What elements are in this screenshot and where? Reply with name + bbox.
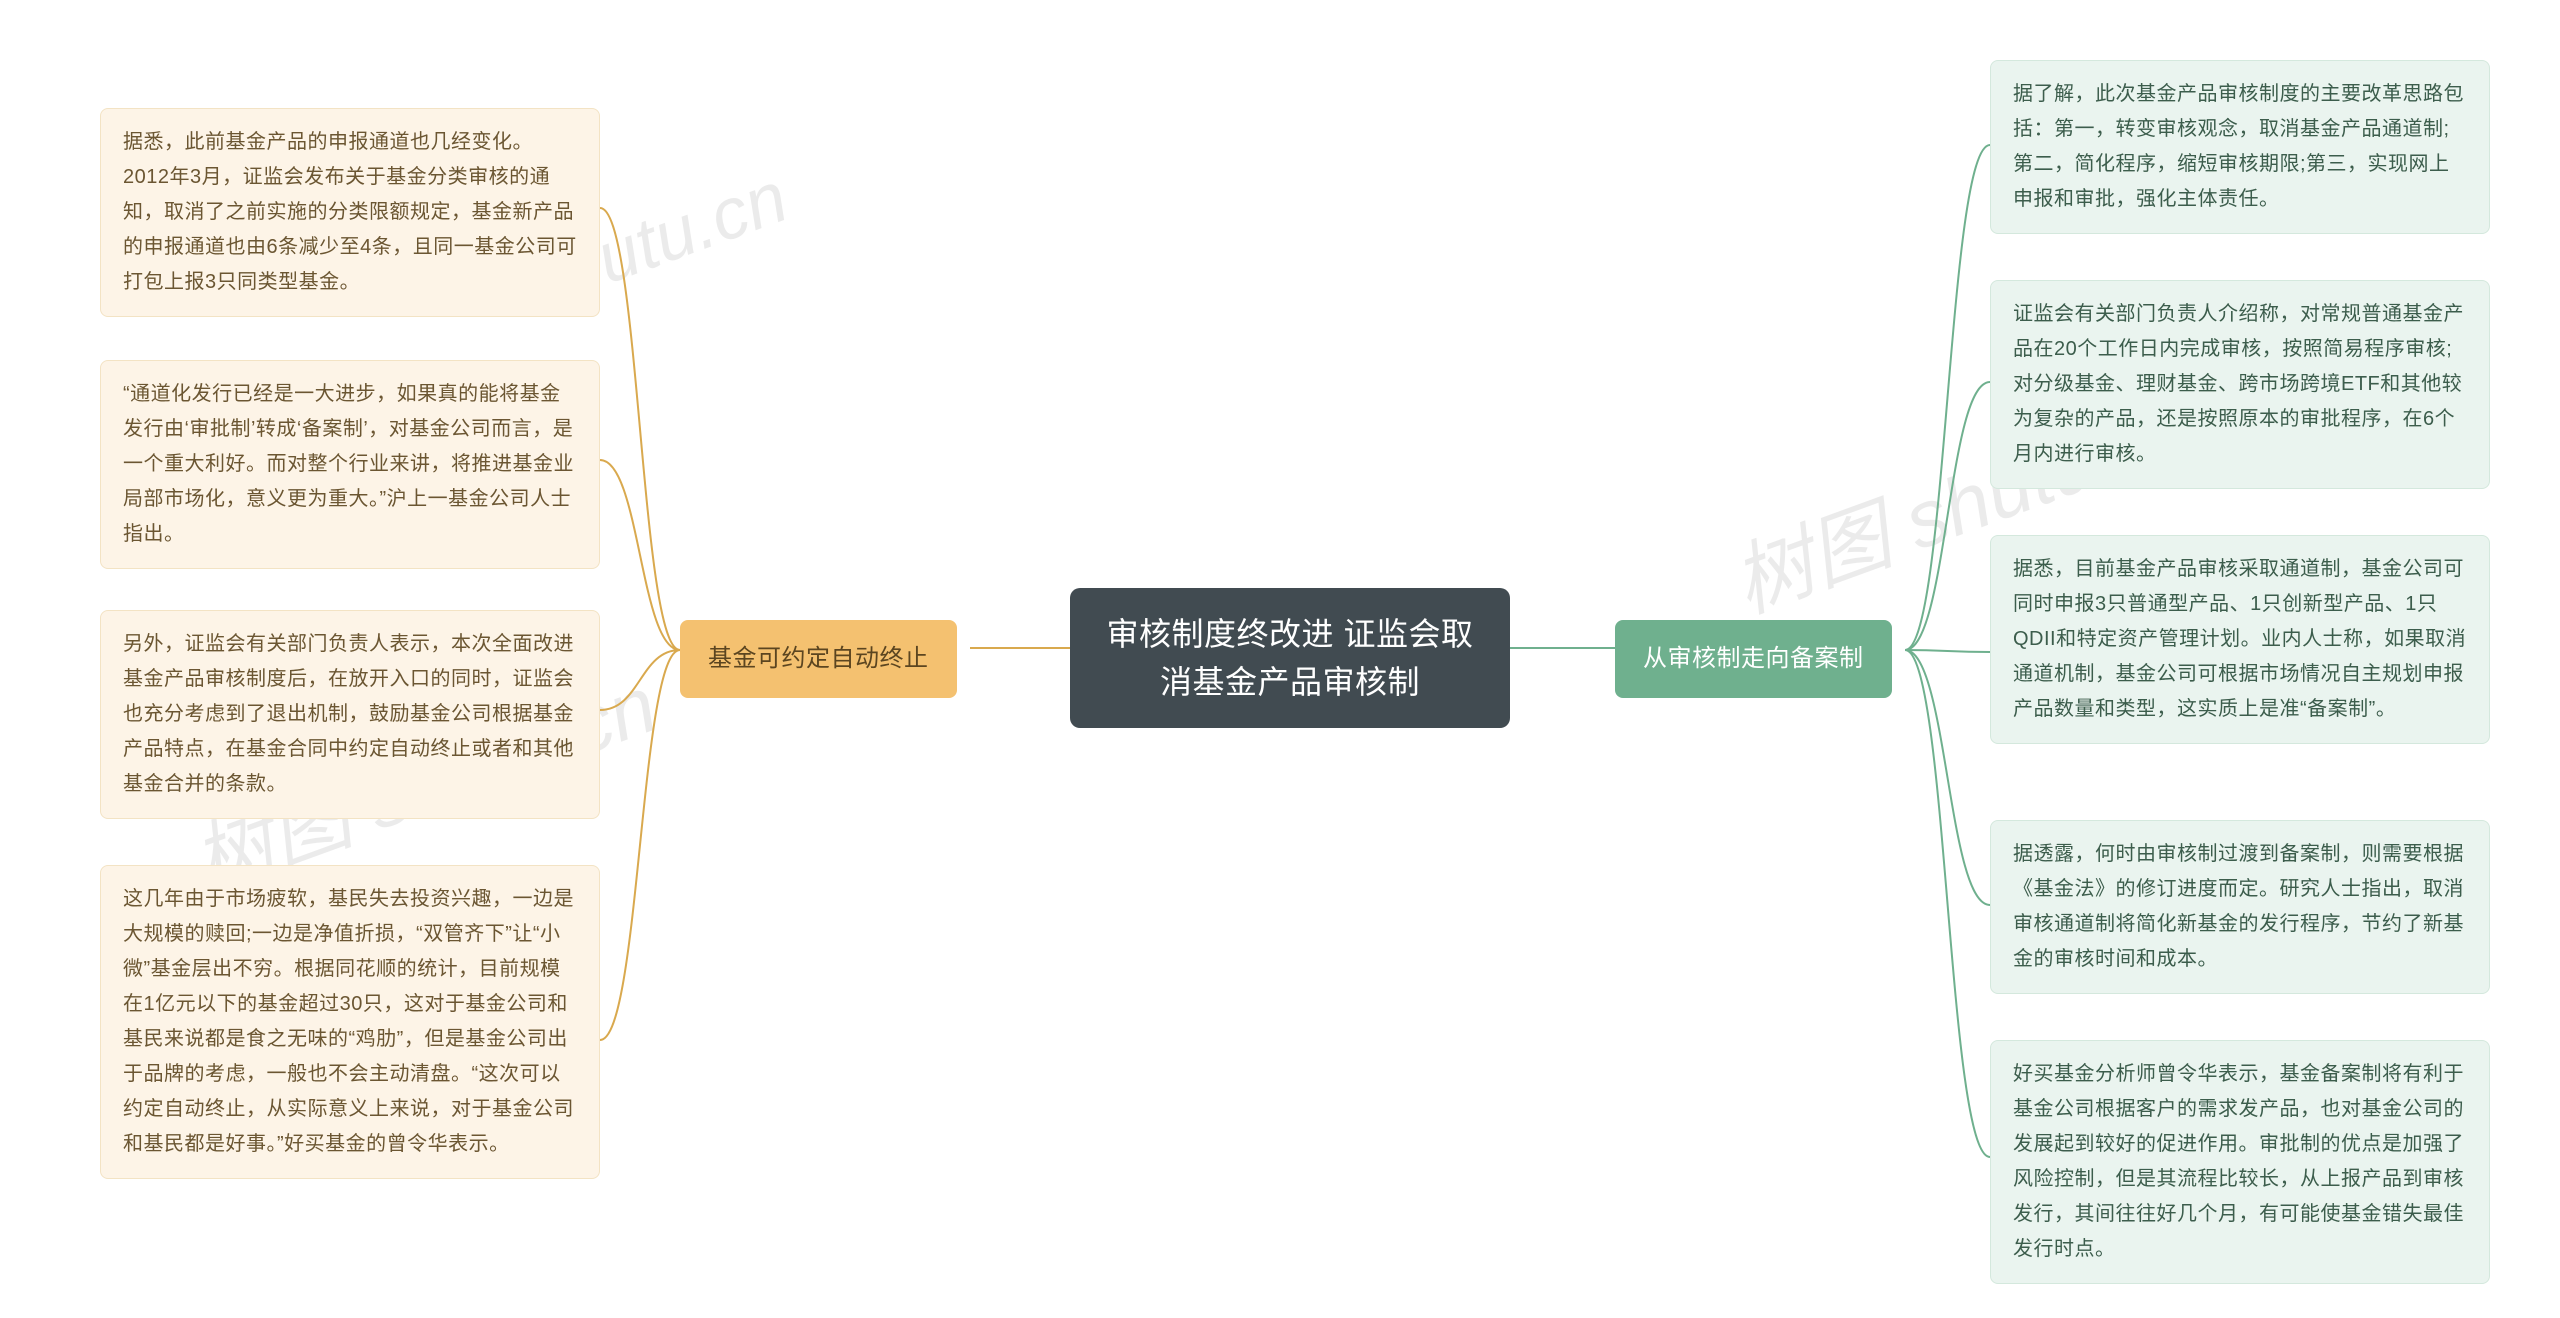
mindmap-canvas: shutu.cn 树图 shutu.cn 树图 shutu.cn 审核制度终改进… <box>0 0 2560 1318</box>
branch-right[interactable]: 从审核制走向备案制 <box>1615 620 1892 698</box>
center-node[interactable]: 审核制度终改进 证监会取消基金产品审核制 <box>1070 588 1510 728</box>
left-leaf-2[interactable]: 另外，证监会有关部门负责人表示，本次全面改进基金产品审核制度后，在放开入口的同时… <box>100 610 600 819</box>
right-leaf-4[interactable]: 好买基金分析师曾令华表示，基金备案制将有利于基金公司根据客户的需求发产品，也对基… <box>1990 1040 2490 1284</box>
branch-left[interactable]: 基金可约定自动终止 <box>680 620 957 698</box>
right-leaf-1[interactable]: 证监会有关部门负责人介绍称，对常规普通基金产品在20个工作日内完成审核，按照简易… <box>1990 280 2490 489</box>
right-leaf-0[interactable]: 据了解，此次基金产品审核制度的主要改革思路包括：第一，转变审核观念，取消基金产品… <box>1990 60 2490 234</box>
left-leaf-1[interactable]: “通道化发行已经是一大进步，如果真的能将基金发行由‘审批制’转成‘备案制’，对基… <box>100 360 600 569</box>
right-leaf-2[interactable]: 据悉，目前基金产品审核采取通道制，基金公司可同时申报3只普通型产品、1只创新型产… <box>1990 535 2490 744</box>
left-leaf-0[interactable]: 据悉，此前基金产品的申报通道也几经变化。2012年3月，证监会发布关于基金分类审… <box>100 108 600 317</box>
right-leaf-3[interactable]: 据透露，何时由审核制过渡到备案制，则需要根据《基金法》的修订进度而定。研究人士指… <box>1990 820 2490 994</box>
left-leaf-3[interactable]: 这几年由于市场疲软，基民失去投资兴趣，一边是大规模的赎回;一边是净值折损，“双管… <box>100 865 600 1179</box>
